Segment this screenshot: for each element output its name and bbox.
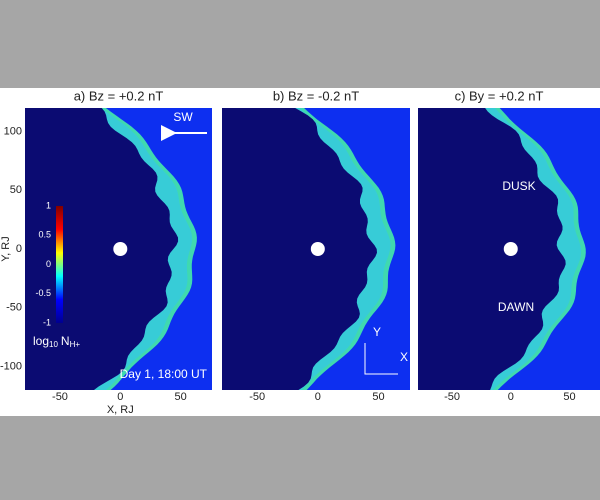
planet	[310, 242, 325, 256]
colorbar-label-part: log	[33, 334, 49, 348]
x-tick-label: 50	[372, 391, 384, 403]
x-tick-label: -50	[52, 391, 68, 403]
y-tick-label: -100	[0, 360, 22, 372]
colorbar-label: log10 NH+	[33, 334, 80, 349]
panel	[418, 108, 600, 390]
panel	[25, 108, 212, 390]
annotation: Y	[373, 325, 381, 339]
axes-indicator	[364, 343, 398, 375]
magnetosphere	[25, 108, 179, 390]
planet	[113, 242, 128, 256]
annotation: SW	[173, 110, 193, 124]
x-axis-label: X, RJ	[107, 404, 134, 416]
annotation: Day 1, 18:00 UT	[120, 367, 208, 381]
magnetosphere	[418, 108, 566, 390]
y-tick-label: -50	[6, 302, 22, 314]
x-tick-label: 50	[175, 391, 187, 403]
annotation: DUSK	[502, 179, 535, 193]
colorbar-tick-label: 0.5	[38, 230, 51, 240]
panel-title: c) By = +0.2 nT	[455, 88, 544, 103]
planet	[503, 242, 518, 256]
x-tick-label: 0	[508, 391, 514, 403]
colorbar-tick-label: -1	[43, 317, 51, 327]
colorbar-label-part: H+	[70, 340, 81, 349]
magnetosphere	[222, 108, 377, 390]
colorbar	[56, 206, 63, 323]
colorbar-label-part: N	[61, 334, 70, 348]
y-axis-label: Y, RJ	[0, 236, 12, 261]
y-tick-label: 100	[4, 125, 22, 137]
annotation: X	[400, 350, 408, 364]
colorbar-tick-label: 1	[46, 200, 51, 210]
x-tick-label: 50	[563, 391, 575, 403]
panel-title: b) Bz = -0.2 nT	[273, 88, 359, 103]
colorbar-label-part: 10	[49, 340, 58, 349]
panel-title: a) Bz = +0.2 nT	[74, 88, 164, 103]
y-tick-label: 50	[10, 184, 22, 196]
x-tick-label: -50	[249, 391, 265, 403]
x-tick-label: 0	[117, 391, 123, 403]
y-tick-label: 0	[16, 243, 22, 255]
panel	[222, 108, 410, 390]
annotation: DAWN	[498, 300, 534, 314]
colorbar-tick-label: 0	[46, 259, 51, 269]
colorbar-tick-label: -0.5	[35, 288, 51, 298]
x-tick-label: 0	[315, 391, 321, 403]
x-tick-label: -50	[444, 391, 460, 403]
